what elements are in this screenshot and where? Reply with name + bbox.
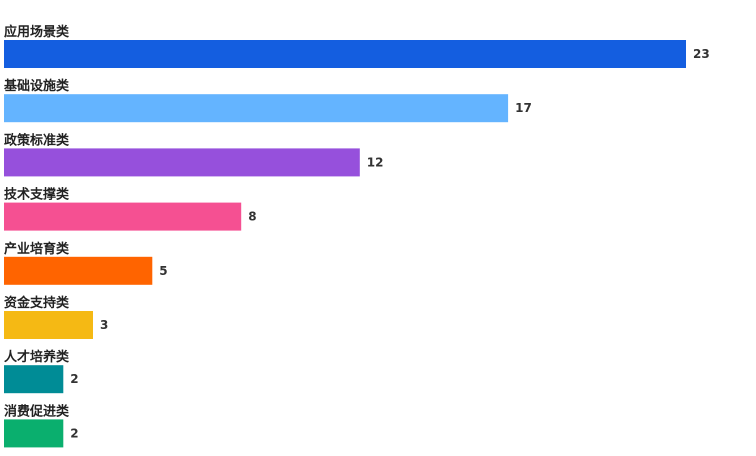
value-label: 2	[70, 372, 78, 386]
value-label: 2	[70, 426, 78, 440]
bar-row: 产业培育类 5	[4, 241, 168, 285]
bars-group: 应用场景类 23 基础设施类 17 政策标准类 12 技术支撑类 8 产业培育类 5 资金支持类 3 人…	[3, 24, 710, 448]
value-label: 5	[159, 264, 167, 278]
bar	[4, 40, 686, 68]
bar	[4, 202, 242, 231]
category-label: 产业培育类	[4, 241, 70, 257]
category-label: 政策标准类	[4, 132, 70, 148]
category-label: 技术支撑类	[4, 187, 70, 203]
value-label: 17	[515, 101, 532, 115]
bar	[4, 365, 64, 394]
value-label: 23	[693, 47, 710, 61]
value-label: 3	[100, 318, 108, 332]
category-label: 人才培养类	[4, 349, 70, 365]
bar-row: 基础设施类 17	[3, 78, 532, 123]
value-label: 8	[248, 210, 256, 224]
bar	[4, 419, 64, 448]
category-label: 消费促进类	[4, 403, 70, 419]
category-label: 应用场景类	[4, 24, 70, 40]
bar-row: 资金支持类 3	[4, 295, 108, 339]
bar-row: 技术支撑类 8	[4, 187, 257, 231]
bar-row: 应用场景类 23	[4, 24, 710, 68]
value-label: 12	[367, 155, 384, 169]
bar	[4, 256, 153, 285]
bar	[4, 311, 93, 339]
category-label: 资金支持类	[4, 295, 70, 311]
bar-row: 政策标准类 12	[4, 132, 384, 177]
bar	[4, 94, 509, 123]
category-label: 基础设施类	[3, 78, 70, 94]
bar	[4, 148, 360, 177]
